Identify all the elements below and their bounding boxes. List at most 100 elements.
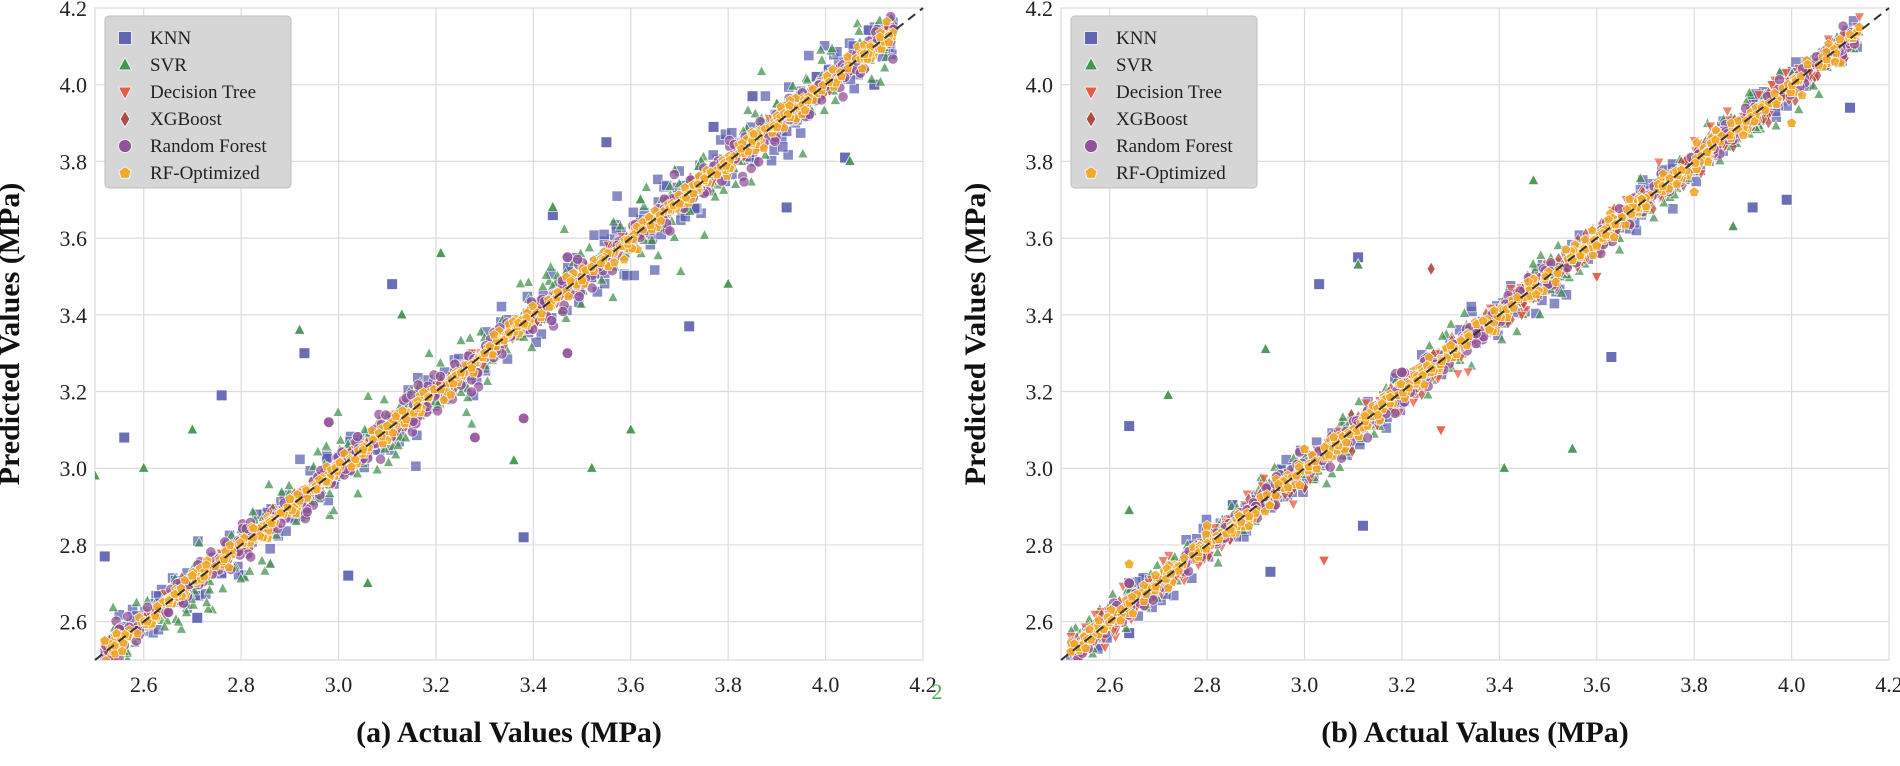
- data-point: [1792, 102, 1805, 115]
- data-point: [571, 253, 584, 265]
- data-point: [1714, 153, 1726, 166]
- data-point: [397, 405, 408, 416]
- data-point: [517, 531, 530, 544]
- x-tick-label: 3.0: [1291, 672, 1319, 697]
- y-tick-label: 3.4: [1026, 303, 1054, 328]
- data-point: [1653, 157, 1665, 169]
- y-tick-label: 2.6: [60, 610, 88, 635]
- data-point: [1264, 565, 1277, 578]
- data-point: [1574, 249, 1586, 261]
- legend-marker: [118, 139, 132, 153]
- data-point: [1426, 261, 1436, 277]
- data-point: [386, 278, 398, 290]
- data-point: [1634, 171, 1647, 184]
- data-point: [707, 121, 720, 133]
- x-tick-label: 4.0: [1778, 672, 1806, 697]
- data-point: [522, 275, 535, 287]
- data-point: [137, 461, 150, 473]
- data-point: [193, 536, 205, 548]
- data-point: [301, 506, 313, 518]
- y-tick-label: 3.8: [1026, 149, 1054, 174]
- x-tick-label: 2.8: [1193, 672, 1221, 697]
- y-tick-label: 3.0: [1026, 456, 1054, 481]
- data-point: [1796, 89, 1808, 100]
- data-point: [1724, 129, 1735, 141]
- data-point: [1504, 284, 1517, 296]
- data-point: [722, 277, 735, 289]
- data-point: [371, 463, 384, 475]
- data-point: [795, 127, 807, 139]
- y-tick-label: 3.4: [60, 303, 88, 328]
- data-point: [607, 290, 619, 302]
- data-point: [320, 439, 333, 451]
- data-point: [200, 595, 213, 608]
- data-point: [235, 572, 247, 584]
- data-point: [777, 141, 789, 153]
- y-tick-label: 4.0: [60, 73, 88, 98]
- data-point: [624, 422, 637, 435]
- data-point: [122, 610, 134, 623]
- data-point: [745, 162, 757, 175]
- data-point: [1613, 243, 1626, 255]
- data-point: [588, 229, 600, 241]
- data-point: [1605, 351, 1618, 363]
- data-point: [100, 654, 112, 660]
- data-point: [1527, 173, 1540, 186]
- data-point: [645, 219, 656, 230]
- x-tick-label: 2.6: [1096, 672, 1124, 697]
- data-point: [655, 215, 667, 226]
- data-point: [1093, 614, 1105, 626]
- data-point: [361, 576, 374, 588]
- data-point: [1462, 367, 1474, 379]
- data-point: [748, 128, 760, 139]
- data-point: [1534, 248, 1547, 260]
- data-point: [1647, 210, 1660, 223]
- data-point: [874, 75, 887, 87]
- data-point: [382, 455, 395, 467]
- data-point: [649, 264, 661, 276]
- data-point: [540, 268, 553, 280]
- data-point: [799, 104, 811, 115]
- data-point: [1770, 119, 1782, 131]
- data-point: [1837, 20, 1849, 32]
- data-point: [460, 405, 473, 417]
- data-point: [246, 505, 259, 517]
- data-point: [517, 412, 530, 425]
- data-point: [410, 460, 422, 472]
- data-point: [1333, 460, 1346, 472]
- data-point: [1396, 366, 1408, 379]
- x-tick-label: 4.2: [909, 672, 937, 697]
- data-point: [1834, 33, 1846, 45]
- data-point: [392, 438, 405, 451]
- data-point: [709, 190, 722, 202]
- data-point: [769, 135, 781, 147]
- data-point: [878, 61, 891, 73]
- data-point: [292, 488, 303, 500]
- data-point: [561, 347, 574, 359]
- data-point: [395, 307, 408, 320]
- data-point: [1126, 591, 1138, 602]
- data-point: [738, 176, 750, 188]
- x-tick-label: 4.0: [812, 672, 840, 697]
- data-point: [507, 453, 520, 466]
- data-point: [1311, 463, 1323, 474]
- data-point: [187, 598, 200, 610]
- data-point: [432, 405, 444, 417]
- data-point: [1068, 638, 1080, 649]
- data-point: [1313, 278, 1325, 290]
- data-point: [664, 225, 676, 237]
- data-point: [378, 393, 391, 405]
- data-point: [560, 311, 572, 323]
- data-point: [618, 254, 630, 265]
- data-point: [100, 668, 110, 678]
- y-tick-label: 4.2: [1026, 0, 1054, 21]
- data-point: [674, 264, 687, 276]
- data-point: [1721, 106, 1734, 118]
- data-point: [1821, 46, 1832, 57]
- data-point: [583, 241, 596, 253]
- data-point: [1737, 129, 1749, 140]
- y-axis-title: Predicted Values (MPa): [0, 183, 26, 486]
- data-point: [883, 36, 895, 47]
- x-tick-label: 3.6: [1583, 672, 1611, 697]
- data-point: [1534, 307, 1546, 320]
